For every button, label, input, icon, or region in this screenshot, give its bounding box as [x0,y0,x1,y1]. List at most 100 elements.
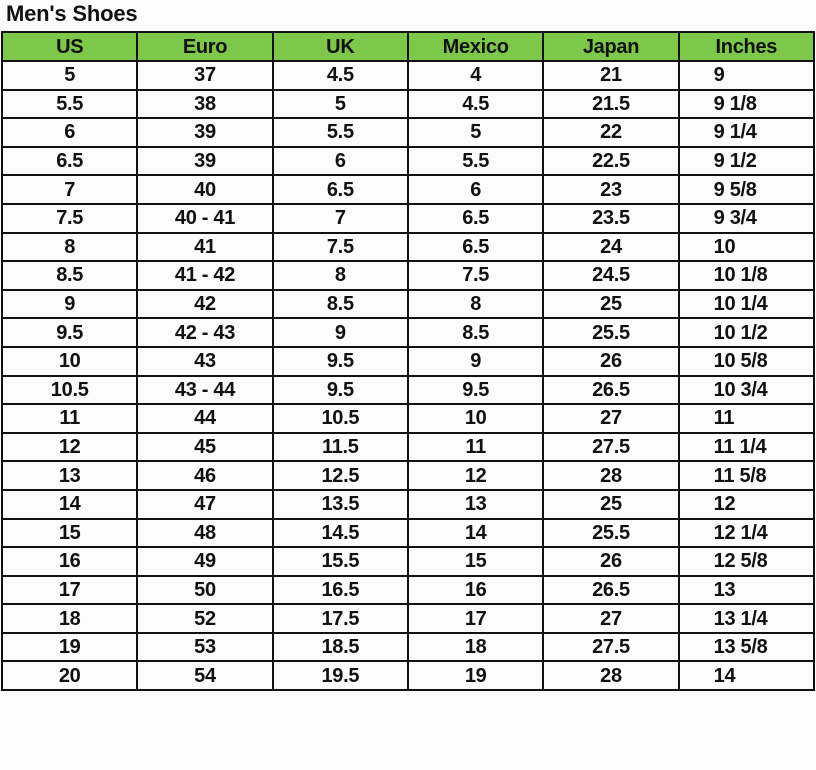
cell-euro: 42 - 43 [136,317,274,348]
cell-uk: 12.5 [271,460,409,491]
cell-mexico: 16 [406,574,545,606]
cell-uk: 15.5 [271,546,409,577]
cell-mexico: 7.5 [406,260,545,291]
cell-uk: 6 [271,145,409,177]
cell-euro: 40 - 41 [136,202,274,234]
cell-mexico: 19 [406,660,545,692]
table-row: 13 46 12.5 12 28 11 5/8 [0,460,816,491]
cell-mexico: 6 [406,174,545,205]
cell-inches: 12 5/8 [677,546,816,577]
cell-japan: 24 [542,231,680,263]
table-row: 10 43 9.5 9 26 10 5/8 [0,345,816,377]
table-row: 7 40 6.5 6 23 9 5/8 [0,174,816,205]
cell-mexico: 5.5 [406,145,545,177]
cell-inches: 10 1/4 [677,288,816,320]
table-row: 15 48 14.5 14 25.5 12 1/4 [0,517,816,549]
cell-mexico: 9 [406,345,545,377]
cell-us: 10.5 [0,374,139,406]
table-row: 6.5 39 6 5.5 22.5 9 1/2 [0,145,816,177]
cell-inches: 12 1/4 [677,517,816,549]
cell-us: 8 [0,231,139,263]
cell-inches: 10 1/2 [677,317,816,348]
cell-uk: 16.5 [271,574,409,606]
cell-euro: 44 [136,403,274,434]
table-row: 6 39 5.5 5 22 9 1/4 [0,117,816,148]
cell-japan: 26.5 [542,574,680,606]
column-header-japan: Japan [542,31,680,62]
cell-japan: 22.5 [542,145,680,177]
cell-uk: 17.5 [271,603,409,634]
column-header-inches: Inches [677,31,816,62]
cell-euro: 40 [136,174,274,205]
cell-japan: 28 [542,660,680,692]
cell-euro: 53 [136,631,274,663]
cell-mexico: 17 [406,603,545,634]
cell-mexico: 15 [406,546,545,577]
cell-japan: 27.5 [542,431,680,463]
table-row: 8 41 7.5 6.5 24 10 [0,231,816,263]
cell-uk: 19.5 [271,660,409,692]
cell-mexico: 4 [406,60,545,91]
table-row: 9 42 8.5 8 25 10 1/4 [0,288,816,320]
cell-us: 7.5 [0,202,139,234]
cell-us: 13 [0,460,139,491]
cell-us: 7 [0,174,139,205]
cell-euro: 50 [136,574,274,606]
cell-japan: 26.5 [542,374,680,406]
cell-mexico: 4.5 [406,88,545,120]
cell-uk: 8 [271,260,409,291]
table-row: 14 47 13.5 13 25 12 [0,488,816,520]
cell-us: 5 [0,60,139,91]
table-body: 5 37 4.5 4 21 9 5.5 38 5 4.5 21.5 9 1/8 6 39 5.5 5 22 9 1… [0,60,816,692]
table-row: 19 53 18.5 18 27.5 13 5/8 [0,631,816,663]
cell-us: 17 [0,574,139,606]
cell-mexico: 10 [406,403,545,434]
cell-euro: 49 [136,546,274,577]
cell-mexico: 6.5 [406,202,545,234]
cell-uk: 9 [271,317,409,348]
cell-us: 18 [0,603,139,634]
cell-inches: 9 1/8 [677,88,816,120]
cell-japan: 28 [542,460,680,491]
cell-euro: 39 [136,117,274,148]
table-row: 10.5 43 - 44 9.5 9.5 26.5 10 3/4 [0,374,816,406]
cell-japan: 21.5 [542,88,680,120]
table-row: 5 37 4.5 4 21 9 [0,60,816,91]
cell-inches: 10 [677,231,816,263]
cell-us: 6 [0,117,139,148]
cell-mexico: 9.5 [406,374,545,406]
table-row: 16 49 15.5 15 26 12 5/8 [0,546,816,577]
table-row: 20 54 19.5 19 28 14 [0,660,816,692]
cell-uk: 14.5 [271,517,409,549]
table-row: 17 50 16.5 16 26.5 13 [0,574,816,606]
cell-euro: 54 [136,660,274,692]
cell-us: 16 [0,546,139,577]
cell-inches: 11 5/8 [677,460,816,491]
cell-mexico: 11 [406,431,545,463]
cell-uk: 13.5 [271,488,409,520]
cell-euro: 52 [136,603,274,634]
cell-inches: 10 3/4 [677,374,816,406]
cell-mexico: 18 [406,631,545,663]
cell-euro: 41 - 42 [136,260,274,291]
cell-inches: 14 [677,660,816,692]
cell-mexico: 8.5 [406,317,545,348]
cell-japan: 25 [542,288,680,320]
cell-japan: 24.5 [542,260,680,291]
cell-euro: 47 [136,488,274,520]
cell-inches: 12 [677,488,816,520]
cell-inches: 9 1/2 [677,145,816,177]
cell-inches: 13 5/8 [677,631,816,663]
cell-euro: 39 [136,145,274,177]
cell-us: 12 [0,431,139,463]
cell-japan: 27.5 [542,631,680,663]
cell-euro: 37 [136,60,274,91]
cell-inches: 11 1/4 [677,431,816,463]
cell-us: 6.5 [0,145,139,177]
cell-mexico: 8 [406,288,545,320]
cell-uk: 7.5 [271,231,409,263]
cell-mexico: 13 [406,488,545,520]
cell-us: 10 [0,345,139,377]
cell-japan: 27 [542,403,680,434]
cell-uk: 9.5 [271,374,409,406]
